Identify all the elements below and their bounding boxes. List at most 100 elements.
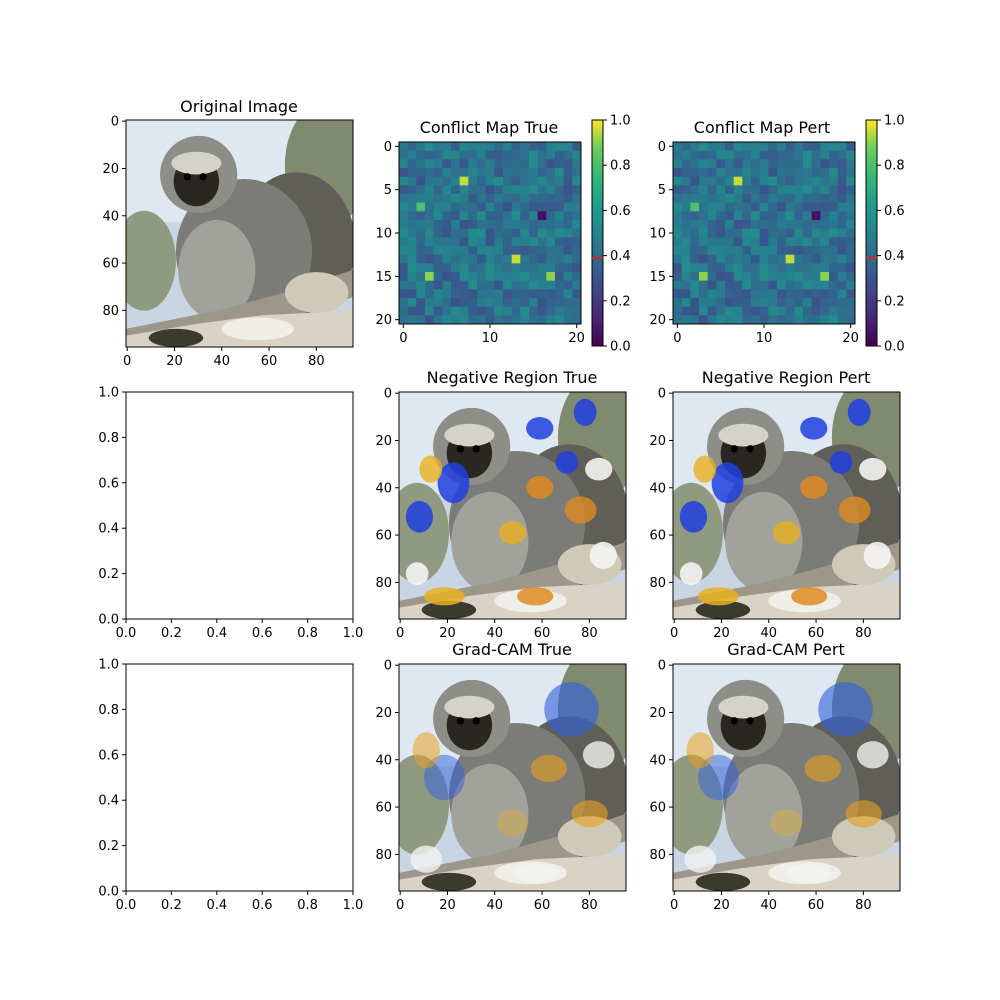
heatmap-cell bbox=[673, 289, 683, 299]
heatmap-cell bbox=[673, 306, 683, 316]
heatmap-cell bbox=[785, 159, 795, 169]
heatmap-cell bbox=[399, 254, 409, 264]
heatmap-cell bbox=[563, 220, 573, 230]
heatmap-cell bbox=[803, 315, 813, 325]
heatmap-cell bbox=[494, 202, 504, 212]
heatmap-cell bbox=[690, 176, 700, 186]
heatmap-cell bbox=[520, 194, 530, 204]
heatmap-cell bbox=[690, 185, 700, 195]
heatmap-cell bbox=[416, 168, 426, 178]
heatmap-cell bbox=[846, 142, 856, 152]
heatmap-cell bbox=[425, 272, 435, 282]
heatmap-cell bbox=[572, 202, 582, 212]
heatmap-cell bbox=[811, 289, 821, 299]
heatmap-cell bbox=[555, 246, 565, 256]
heatmap-cell bbox=[829, 150, 839, 160]
heatmap-cell bbox=[829, 142, 839, 152]
heatmap-cell bbox=[399, 280, 409, 290]
heatmap-cell bbox=[707, 168, 717, 178]
heatmap-cell bbox=[511, 272, 521, 282]
heatmap-cell bbox=[477, 142, 487, 152]
y-tick-label: 40 bbox=[649, 753, 666, 768]
heatmap-cell bbox=[837, 272, 847, 282]
heatmap-cell bbox=[768, 202, 778, 212]
heatmap-cell bbox=[555, 298, 565, 308]
y-tick-label: 0.0 bbox=[98, 613, 119, 628]
heatmap-cell bbox=[725, 185, 735, 195]
heatmap-cell bbox=[699, 202, 709, 212]
heatmap-cell bbox=[794, 272, 804, 282]
heatmap-cell bbox=[503, 237, 513, 247]
heatmap-cell bbox=[468, 263, 478, 273]
heatmap-cell bbox=[829, 168, 839, 178]
heatmap-cell bbox=[725, 315, 735, 325]
heatmap-cell bbox=[485, 272, 495, 282]
heatmap-cell bbox=[707, 142, 717, 152]
heatmap-cell bbox=[520, 220, 530, 230]
heatmap-cell bbox=[820, 263, 830, 273]
heatmap-cell bbox=[673, 202, 683, 212]
heatmap-cell bbox=[777, 202, 787, 212]
colorbar-tick-label: 0.4 bbox=[884, 249, 905, 264]
heatmap-cell bbox=[777, 142, 787, 152]
heatmap-cell bbox=[699, 220, 709, 230]
heatmap-cell bbox=[477, 254, 487, 264]
heatmap-cell bbox=[546, 176, 556, 186]
x-tick-label: 40 bbox=[213, 354, 230, 369]
heatmap-cell bbox=[699, 176, 709, 186]
heatmap-cell bbox=[820, 228, 830, 238]
heatmap-cell bbox=[459, 298, 469, 308]
heatmap-cell bbox=[759, 168, 769, 178]
heatmap-cell bbox=[759, 220, 769, 230]
heatmap-cell bbox=[468, 211, 478, 221]
heatmap-cell bbox=[751, 202, 761, 212]
heatmap-cell bbox=[707, 246, 717, 256]
heatmap-cell bbox=[742, 142, 752, 152]
heatmap-cell bbox=[555, 176, 565, 186]
heatmap-cell bbox=[451, 185, 461, 195]
heatmap-cell bbox=[425, 211, 435, 221]
heatmap-cell bbox=[742, 202, 752, 212]
heatmap-cell bbox=[742, 237, 752, 247]
heatmap-cell bbox=[681, 159, 691, 169]
heatmap-cell bbox=[485, 298, 495, 308]
heatmap-cell bbox=[563, 185, 573, 195]
heatmap-cell bbox=[811, 263, 821, 273]
y-tick-label: 0.6 bbox=[98, 476, 119, 491]
x-tick-label: 0 bbox=[673, 331, 681, 346]
heatmap-cell bbox=[681, 202, 691, 212]
heatmap-cell bbox=[494, 280, 504, 290]
heatmap-cell bbox=[433, 150, 443, 160]
heatmap-cell bbox=[751, 272, 761, 282]
heatmap-cell bbox=[811, 280, 821, 290]
heatmap-cell bbox=[820, 159, 830, 169]
heatmap-cell bbox=[433, 254, 443, 264]
heatmap-cell bbox=[503, 263, 513, 273]
heatmap-cell bbox=[707, 176, 717, 186]
colorbar-tick-label: 0.4 bbox=[610, 249, 631, 264]
heatmap-cell bbox=[794, 237, 804, 247]
heatmap-cell bbox=[511, 254, 521, 264]
heatmap-cell bbox=[768, 150, 778, 160]
image-content bbox=[399, 664, 626, 891]
heatmap-cell bbox=[468, 194, 478, 204]
colorbar-tick-label: 0.2 bbox=[610, 294, 631, 309]
heatmap-cell bbox=[442, 228, 452, 238]
heatmap-cell bbox=[529, 298, 539, 308]
heatmap-cell bbox=[451, 289, 461, 299]
heatmap-cell bbox=[759, 150, 769, 160]
heatmap-cell bbox=[699, 228, 709, 238]
heatmap-cell bbox=[407, 159, 417, 169]
colorbar-tick-label: 1.0 bbox=[884, 114, 905, 129]
heatmap-cell bbox=[399, 168, 409, 178]
heatmap-cell bbox=[820, 306, 830, 316]
heatmap-cell bbox=[546, 298, 556, 308]
heatmap-cell bbox=[442, 315, 452, 325]
heatmap-cell bbox=[468, 315, 478, 325]
heatmap-cell bbox=[733, 246, 743, 256]
heatmap-cell bbox=[707, 211, 717, 221]
heatmap-cell bbox=[794, 228, 804, 238]
heatmap-cell bbox=[503, 306, 513, 316]
heatmap-cell bbox=[846, 176, 856, 186]
